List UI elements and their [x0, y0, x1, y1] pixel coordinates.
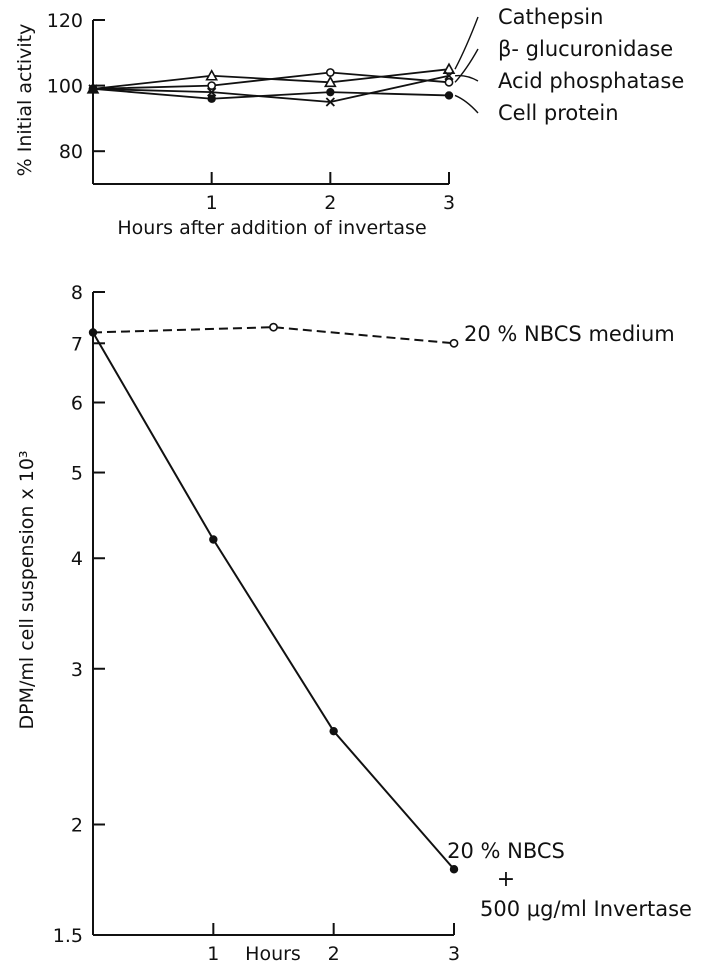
dpm-series-line	[92, 326, 455, 345]
dpm-series-1	[92, 322, 459, 348]
dpm-y-tick-label: 3	[71, 659, 83, 681]
activity-series-line	[92, 74, 450, 103]
activity-series-point	[444, 91, 454, 100]
dpm-y-tick: 3	[71, 659, 105, 681]
activity-series-point	[442, 62, 456, 74]
activity-chart-series: Cathepsin β- glucuronidase Acid phosphatas…	[86, 5, 684, 125]
medium-series-label: 20 % NBCS medium	[464, 322, 675, 346]
dpm-y-tick-label: 6	[71, 393, 83, 415]
dpm-series-2	[88, 328, 459, 874]
dpm-series-line	[92, 331, 455, 870]
activity-series-point	[325, 97, 335, 107]
dpm-series-point	[88, 328, 98, 337]
invertase-series-label-line2: +	[497, 867, 515, 892]
activity-series-label: β- glucuronidase	[498, 37, 673, 61]
dpm-y-tick: 1.5	[53, 925, 105, 947]
dpm-y-tick-label: 2	[71, 814, 83, 836]
activity-series-leader	[454, 94, 479, 114]
dpm-x-tick-label: 1	[207, 943, 219, 965]
activity-x-tick-label: 1	[206, 192, 218, 214]
activity-series-point	[444, 71, 454, 81]
activity-x-tick: 2	[324, 172, 336, 214]
dpm-chart: 1.5 2 3 4 5 6 7 8 1 2 3 DPM/ml cell suspension x 1…	[16, 282, 692, 965]
dpm-series-point	[209, 535, 218, 544]
activity-series-label: Cathepsin	[498, 5, 603, 29]
activity-series-4: Cell protein	[88, 84, 619, 125]
dpm-series-point	[269, 322, 278, 332]
dpm-y-tick-label: 5	[71, 463, 83, 485]
activity-series-point	[88, 84, 98, 94]
activity-x-tick: 1	[206, 172, 218, 214]
activity-series-leader	[454, 16, 479, 70]
dpm-y-tick-label: 1.5	[53, 925, 83, 947]
dpm-y-tick: 6	[71, 393, 105, 415]
activity-series-leader	[454, 48, 479, 83]
activity-series-line	[92, 87, 450, 100]
activity-chart-x-label: Hours after addition of invertase	[117, 217, 426, 239]
activity-series-label: Cell protein	[498, 101, 619, 125]
activity-series-label: Acid phosphatase	[498, 69, 684, 93]
activity-y-tick-label: 120	[47, 10, 83, 32]
activity-series-2: β- glucuronidase	[88, 37, 673, 94]
dpm-x-tick: 1	[207, 923, 219, 965]
dpm-y-tick: 5	[71, 463, 105, 485]
dpm-y-tick-label: 7	[71, 333, 83, 355]
activity-series-point	[323, 75, 337, 88]
activity-chart-y-label: % Initial activity	[14, 24, 36, 177]
dpm-chart-y-label: DPM/ml cell suspension x 10³	[16, 450, 38, 729]
dpm-y-tick: 2	[71, 814, 105, 836]
dpm-x-tick-label: 3	[448, 943, 460, 965]
dpm-chart-axes: 1.5 2 3 4 5 6 7 8 1 2 3	[53, 282, 460, 965]
dpm-x-tick-label: 2	[328, 943, 340, 965]
invertase-series-label-line1: 20 % NBCS	[447, 839, 565, 863]
dpm-x-tick: 3	[448, 923, 460, 965]
activity-series-point	[444, 77, 454, 87]
activity-series-point	[205, 69, 219, 81]
activity-series-3: Acid phosphatase	[88, 69, 684, 107]
activity-y-tick-label: 100	[47, 76, 83, 98]
activity-series-point	[207, 81, 217, 90]
activity-y-tick: 120	[47, 10, 105, 32]
activity-y-tick: 80	[59, 141, 105, 163]
activity-x-tick-label: 3	[443, 192, 455, 214]
activity-series-point	[325, 68, 335, 77]
activity-y-tick-label: 80	[59, 141, 83, 163]
dpm-x-tick: 2	[328, 923, 340, 965]
activity-series-line	[92, 71, 450, 90]
activity-series-leader	[454, 74, 479, 82]
dpm-y-tick-label: 4	[71, 548, 83, 570]
dpm-series-point	[449, 338, 459, 348]
dpm-y-tick: 4	[71, 548, 105, 570]
dpm-series-point	[449, 865, 459, 874]
activity-series-point	[326, 87, 335, 97]
activity-x-tick-label: 2	[324, 192, 336, 214]
invertase-series-label-line3: 500 μg/ml Invertase	[480, 897, 692, 921]
dpm-chart-y-label-text: DPM/ml cell suspension x 10³	[16, 450, 38, 729]
dpm-y-tick-label: 8	[71, 282, 83, 304]
activity-series-point	[207, 94, 216, 103]
activity-chart-axes: 80 100 120 1 2 3	[47, 10, 455, 214]
activity-series-point	[207, 87, 217, 97]
activity-chart: 80 100 120 1 2 3 Cathepsin β- glucuronidase Aci…	[14, 5, 684, 239]
dpm-chart-series	[88, 322, 459, 874]
activity-x-tick: 3	[443, 172, 455, 214]
dpm-series-point	[329, 726, 338, 736]
dpm-chart-x-label: Hours	[245, 943, 301, 965]
dpm-y-tick: 8	[71, 282, 105, 304]
